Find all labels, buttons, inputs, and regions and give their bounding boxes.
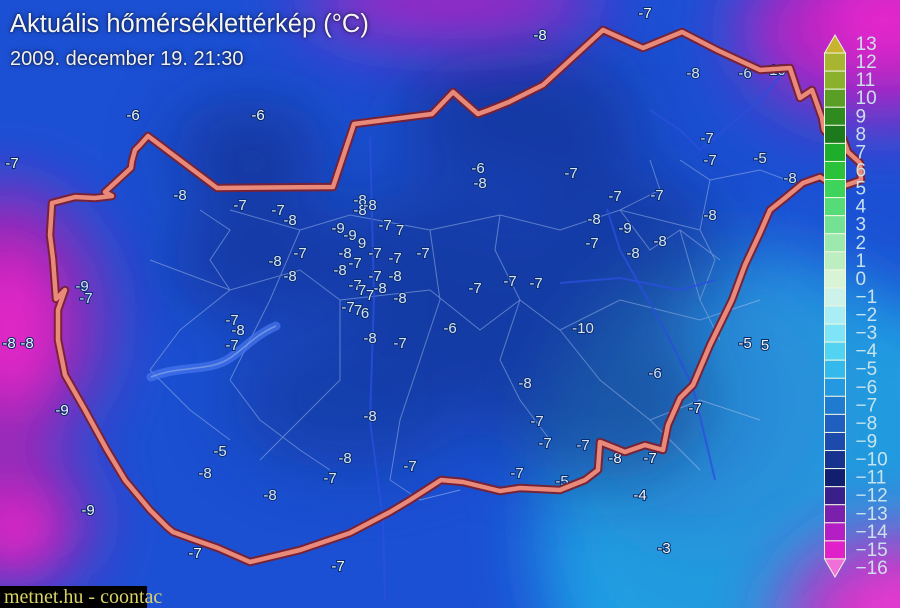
svg-text:−16: −16 (856, 558, 888, 579)
svg-text:-8: -8 (2, 335, 15, 352)
svg-text:-7: -7 (188, 545, 201, 562)
svg-text:-6: -6 (126, 107, 139, 124)
svg-text:5: 5 (761, 337, 769, 354)
svg-text:-6: -6 (251, 107, 264, 124)
svg-text:-9: -9 (55, 402, 68, 419)
svg-text:-7: -7 (331, 558, 344, 575)
svg-text:-3: -3 (657, 540, 670, 557)
svg-text:-9: -9 (81, 502, 94, 519)
svg-text:-4: -4 (633, 487, 646, 504)
svg-text:-7: -7 (5, 155, 18, 172)
svg-text:-7: -7 (643, 450, 656, 467)
svg-text:-8: -8 (20, 335, 33, 352)
svg-text:-8: -8 (533, 27, 546, 44)
svg-text:-7: -7 (688, 400, 701, 417)
svg-text:-5: -5 (738, 335, 751, 352)
svg-text:-7: -7 (638, 5, 651, 22)
